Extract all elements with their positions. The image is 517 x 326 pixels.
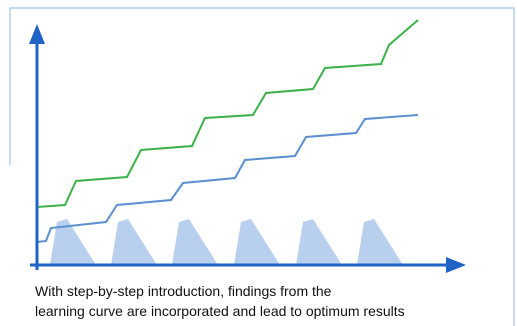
- frame: [9, 7, 515, 326]
- caption-line: With step-by-step introduction, findings…: [35, 283, 332, 299]
- phase-triangles: [50, 219, 403, 265]
- x-axis-arrow: [446, 257, 466, 273]
- y-axis-arrow: [29, 24, 45, 44]
- blue-curve: [36, 114, 419, 243]
- phase: [234, 219, 280, 265]
- phase: [111, 219, 157, 265]
- caption-line: learning curve are incorporated and lead…: [35, 303, 405, 319]
- phase: [50, 219, 96, 265]
- phase: [172, 219, 218, 265]
- green-curve: [36, 19, 419, 208]
- phase: [357, 219, 403, 265]
- phase: [296, 219, 342, 265]
